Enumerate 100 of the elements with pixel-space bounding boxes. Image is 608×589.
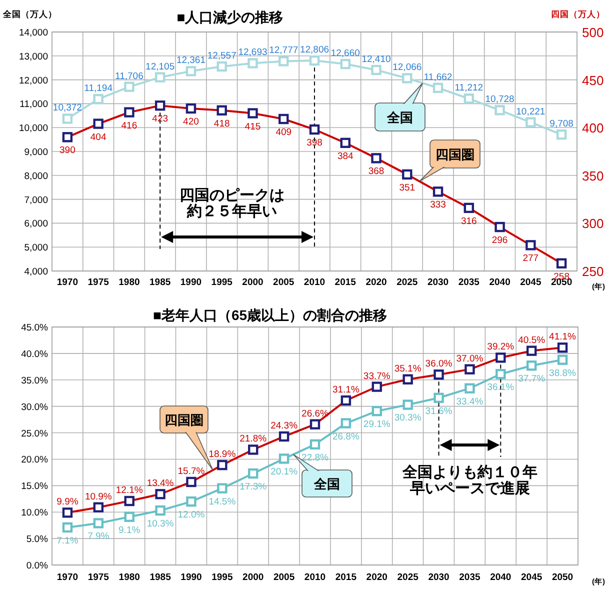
data-label: 15.7% — [178, 466, 206, 477]
x-tick-label: 2045 — [521, 572, 543, 583]
data-label: 11,194 — [84, 83, 113, 94]
data-label: 10,372 — [52, 102, 82, 114]
point — [494, 105, 505, 116]
series-label: 四国圏 — [436, 147, 474, 162]
point — [93, 518, 104, 528]
data-label: 10,728 — [485, 94, 514, 106]
data-label: 420 — [183, 116, 199, 128]
data-label: 21.8% — [240, 434, 268, 445]
point — [432, 82, 444, 93]
chart-title: ■人口減少の推移 — [176, 9, 284, 25]
data-label: 18.9% — [208, 449, 236, 460]
point — [434, 392, 444, 403]
data-label: 36.1% — [487, 382, 515, 394]
y-tick-label: 11,000 — [20, 99, 48, 110]
x-tick-label: 1970 — [56, 277, 78, 288]
data-label: 11,662 — [424, 72, 452, 83]
x-tick-label: 1985 — [150, 572, 172, 583]
x-tick-label: 1970 — [56, 572, 78, 583]
x-tick-label: 2035 — [458, 277, 480, 288]
data-label: 368 — [368, 166, 384, 178]
y2-tick-label: 450 — [582, 72, 604, 88]
data-label: 35.1% — [394, 363, 422, 374]
point — [248, 58, 258, 68]
data-label: 12,660 — [330, 48, 360, 60]
annotation: 早いペースで進展 — [409, 480, 530, 497]
point — [340, 58, 350, 70]
point — [309, 55, 320, 66]
y-tick-label: 30.0% — [21, 402, 49, 413]
point — [186, 496, 196, 507]
data-label: 404 — [90, 132, 106, 143]
y2-tick-label: 400 — [582, 120, 604, 136]
data-label: 31.6% — [425, 406, 453, 417]
y-tick-label: 8,000 — [24, 170, 48, 182]
x-tick-label: 2045 — [520, 277, 542, 288]
annotation: 四国のピークは — [180, 187, 284, 204]
data-label: 24.3% — [270, 420, 298, 432]
y2-tick-label: 250 — [582, 264, 604, 279]
data-label: 12.0% — [178, 510, 206, 521]
x-tick-label: 1980 — [118, 277, 140, 288]
y-tick-label: 10.0% — [21, 508, 49, 519]
data-label: 12,105 — [146, 61, 175, 72]
x-tick-label: 1975 — [88, 572, 110, 583]
y-tick-label: 12,000 — [18, 75, 48, 86]
data-label: 12,806 — [300, 44, 330, 56]
x-tick-label: 1995 — [212, 572, 234, 583]
data-label: 351 — [399, 182, 416, 194]
data-label: 11,706 — [115, 70, 144, 82]
y-tick-label: 6,000 — [24, 218, 48, 230]
x-tick-label: 2025 — [397, 572, 420, 583]
data-label: 418 — [214, 118, 230, 130]
x-tick-label: 1995 — [211, 277, 234, 288]
point — [216, 61, 227, 72]
y-tick-label: 35.0% — [21, 375, 49, 386]
data-label: 41.1% — [549, 332, 577, 343]
point — [526, 117, 536, 128]
data-label: 296 — [492, 235, 508, 246]
y2-tick-label: 350 — [582, 168, 604, 184]
data-label: 9.1% — [118, 524, 141, 536]
data-label: 12,557 — [207, 50, 236, 62]
data-label: 31.1% — [332, 384, 360, 396]
data-label: 415 — [244, 121, 261, 132]
data-label: 22.8% — [302, 452, 330, 464]
y-tick-label: 4,000 — [24, 266, 48, 278]
data-label: 12,361 — [176, 55, 206, 66]
y2-tick-label: 500 — [582, 25, 604, 40]
y-tick-label: 0.0% — [26, 560, 49, 572]
x-tick-label: 2020 — [366, 277, 387, 288]
point — [278, 56, 289, 66]
point — [310, 439, 320, 450]
x-tick-label: 2040 — [489, 277, 510, 288]
annotation: 約２５年早い — [186, 203, 277, 220]
y-tick-label: 14,000 — [18, 28, 48, 38]
x-tick-label: 2000 — [242, 277, 264, 288]
x-tick-label: 2030 — [427, 277, 449, 288]
point — [248, 468, 258, 479]
y-tick-label: 9,000 — [24, 147, 48, 158]
data-label: 409 — [276, 126, 292, 138]
data-label: 26.6% — [302, 408, 330, 420]
point — [62, 522, 73, 533]
y-tick-label: 15.0% — [21, 481, 49, 492]
data-label: 13.4% — [146, 478, 174, 490]
data-label: 12,777 — [269, 45, 298, 56]
y-tick-label: 45.0% — [21, 322, 49, 334]
point — [464, 94, 474, 104]
y-tick-label: 40.0% — [21, 348, 49, 360]
y-tick-label: 5,000 — [24, 242, 48, 254]
data-label: 37.0% — [456, 353, 484, 364]
data-label: 10.3% — [146, 518, 174, 530]
y2-axis-title: 四国（万人） — [551, 9, 605, 19]
data-label: 316 — [460, 216, 477, 227]
point — [526, 360, 537, 371]
point — [371, 64, 382, 76]
data-label: 12,066 — [392, 62, 422, 74]
x-tick-label: 2010 — [304, 572, 326, 583]
data-label: 7.9% — [88, 531, 110, 542]
x-tick-label: 2015 — [334, 277, 357, 288]
y-axis-title: 全国（万人） — [2, 9, 57, 19]
data-label: 333 — [430, 200, 446, 211]
